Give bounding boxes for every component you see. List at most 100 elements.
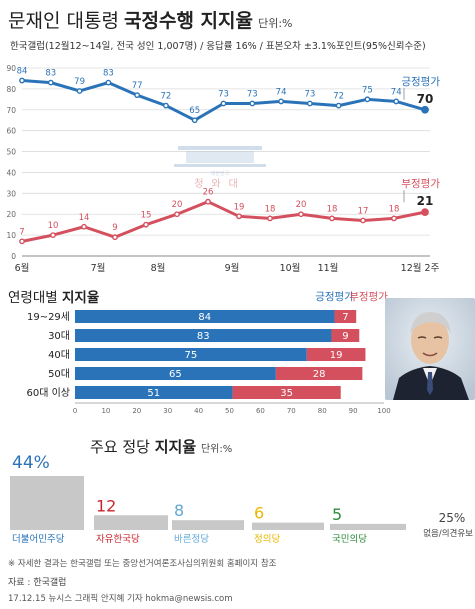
approval-value-label: 65 [189,106,200,116]
age-disapproval-bar [232,386,341,399]
party-name-label: 바른정당 [174,534,209,545]
legend-disapproval: 부정평가 [401,178,440,190]
age-section-title: 연령대별 지지율 [8,286,99,306]
approval-point [421,105,429,114]
approval-point [105,79,112,86]
party-value-label: 12 [96,496,116,515]
age-category-label: 30대 [48,330,70,342]
party-section-title: 주요 정당 지지율 단위:% [90,436,232,457]
title-main: 문재인 대통령 [8,10,119,32]
party-value-label: 25% [439,511,466,525]
approval-point [19,77,25,84]
age-x-tick-label: 20 [132,407,141,415]
approval-value-label: 83 [45,69,56,79]
disapproval-point [50,232,56,239]
approval-value-label: 77 [132,81,143,91]
title-unit: 단위:% [258,17,293,30]
age-title-main: 연령대별 [8,290,58,306]
age-disapproval-value: 7 [342,312,348,323]
disapproval-value-label: 19 [234,202,245,212]
watermark-base [174,164,266,167]
age-category-label: 50대 [48,368,70,380]
x-tick-label: 10월 [280,262,301,274]
age-x-tick-label: 80 [318,407,327,415]
x-tick-label: 12월 2주 [401,262,440,274]
y-tick-label: 0 [11,252,16,261]
party-bar [94,515,168,530]
age-x-tick-label: 30 [163,407,172,415]
disapproval-point [236,213,242,220]
party-name-label: 정의당 [254,534,280,545]
y-tick-label: 70 [6,106,16,115]
approval-point [335,102,342,109]
party-value-label: 5 [332,505,342,524]
age-disapproval-bar [306,348,366,361]
party-name-label: 더불어민주당 [12,534,65,545]
approval-value-label: 73 [218,90,229,100]
x-tick-label: 11월 [318,262,339,274]
party-bar-chart: 44% 더불어민주당 12 자유한국당 8 바른정당 6 정의당 5 국민의당 25% 없음/의견유보 [10,453,473,545]
age-x-tick-label: 50 [225,407,234,415]
age-approval-value: 75 [185,350,198,361]
disapproval-value-label: 10 [48,221,59,231]
age-disapproval-value: 28 [313,369,326,380]
disapproval-value-label: 15 [141,211,152,221]
party-name-label: 없음/의견유보 [423,528,473,539]
y-tick-label: 60 [6,127,16,136]
age-x-tick-label: 70 [287,407,296,415]
party-title-sub: 지지율 [154,438,197,456]
y-tick-label: 90 [6,64,16,73]
party-name-label: 국민의당 [332,534,367,545]
age-approval-bar [75,310,335,323]
approval-point [364,96,371,103]
age-title-sub: 지지율 [61,290,100,306]
disapproval-point [360,217,366,224]
credit: 17.12.15 뉴시스 그래픽 안지혜 기자 hokma@newsis.com [8,594,233,604]
chart-title: 문재인 대통령 국정수행 지지율 단위:% [8,6,293,33]
approval-point [249,100,256,107]
approval-value-label: 75 [362,85,373,95]
age-disapproval-bar [331,329,360,342]
party-bar [172,520,244,530]
disapproval-value-label: 20 [172,200,183,210]
age-approval-value: 51 [147,388,160,399]
age-approval-bar [75,367,276,380]
disapproval-value-label: 21 [417,194,434,208]
watermark-small-text: 대한민국 [211,170,230,177]
approval-point [47,79,54,86]
age-x-tick-label: 40 [194,407,203,415]
age-approval-value: 65 [169,369,182,380]
disapproval-point [329,215,335,222]
disapproval-point [81,223,87,230]
age-x-tick-label: 10 [101,407,110,415]
disapproval-value-label: 20 [296,200,307,210]
approval-point [306,100,313,107]
age-legend-approval: 긍정평가 [315,291,354,303]
disapproval-value-label: 18 [389,204,400,214]
party-bar [330,523,406,530]
watermark-roof [178,146,262,150]
x-tick-label: 6월 [15,262,30,274]
disapproval-point [298,211,304,218]
age-disapproval-bar [334,310,357,323]
party-bar [10,476,84,530]
disapproval-point [391,215,397,222]
age-x-tick-label: 90 [349,407,358,415]
approval-point [393,98,400,105]
president-portrait [385,298,475,400]
age-x-tick-label: 60 [256,407,265,415]
y-tick-label: 50 [6,148,16,157]
age-category-label: 40대 [48,349,70,361]
age-x-tick-label: 100 [377,407,390,415]
approval-value-label: 73 [304,90,315,100]
approval-value-label: 74 [391,87,402,97]
party-value-label: 6 [254,504,264,523]
approval-value-label: 72 [161,92,172,102]
age-approval-value: 83 [197,331,210,342]
age-disapproval-value: 9 [342,331,348,342]
age-category-label: 19~29세 [27,311,70,323]
footnote: ※ 자세한 결과는 한국갤럽 또는 중앙선거여론조사심의위원회 홈페이지 참조 [8,559,277,569]
approval-point [220,100,227,107]
y-tick-label: 80 [6,85,16,94]
party-title-unit: 단위:% [200,444,233,455]
